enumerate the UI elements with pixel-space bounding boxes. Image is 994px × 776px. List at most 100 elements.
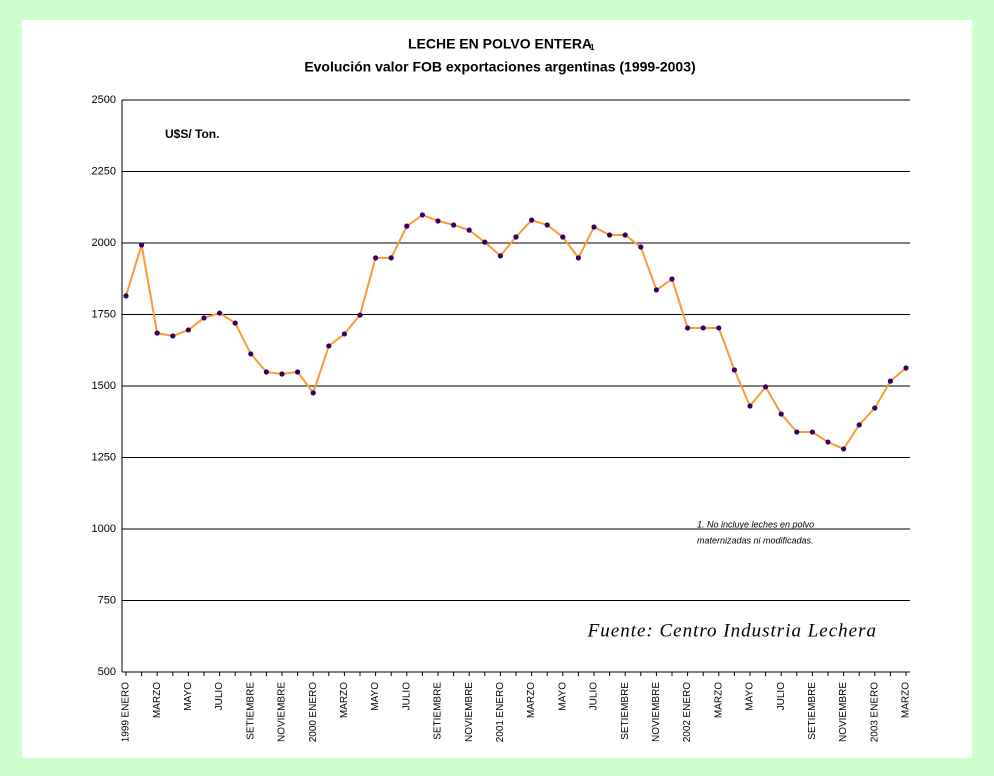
data-point bbox=[513, 234, 519, 240]
data-point bbox=[154, 330, 160, 336]
x-tick-label: ENERO bbox=[869, 682, 880, 718]
footnote: 1. No incluye leches en polvo bbox=[697, 519, 814, 529]
source: Fuente: Centro Industria Lechera bbox=[587, 620, 877, 641]
x-tick-label: MARZO bbox=[339, 682, 350, 718]
x-tick-label: ENERO bbox=[308, 682, 319, 718]
title-note: 1 bbox=[590, 43, 595, 52]
y-tick-label: 1250 bbox=[92, 451, 116, 463]
year-label: 2001 bbox=[495, 720, 506, 743]
x-tick-label: NOVIEMBRE bbox=[838, 682, 849, 742]
chart-panel bbox=[22, 20, 972, 758]
x-tick-label: MARZO bbox=[526, 682, 537, 718]
data-point bbox=[716, 325, 722, 331]
y-tick-label: 500 bbox=[98, 666, 116, 678]
data-point bbox=[747, 403, 753, 409]
y-tick-label: 750 bbox=[98, 594, 116, 606]
data-point bbox=[529, 217, 535, 223]
data-point bbox=[388, 255, 394, 261]
data-point bbox=[482, 239, 488, 245]
data-point bbox=[310, 390, 316, 396]
data-point bbox=[373, 255, 379, 261]
year-label: 2002 bbox=[682, 720, 693, 743]
data-point bbox=[731, 367, 738, 373]
data-point bbox=[341, 331, 347, 337]
data-point bbox=[809, 429, 816, 435]
data-point bbox=[419, 212, 425, 218]
year-label: 2003 bbox=[869, 720, 880, 743]
year-label: 2000 bbox=[308, 720, 319, 743]
data-point bbox=[763, 384, 769, 390]
x-tick-label: SETIEMBRE bbox=[245, 682, 256, 740]
x-tick-label: MAYO bbox=[370, 682, 381, 711]
data-point bbox=[544, 222, 550, 228]
data-point bbox=[560, 234, 566, 240]
data-point bbox=[217, 310, 223, 316]
y-tick-label: 1750 bbox=[92, 308, 116, 320]
data-point bbox=[295, 369, 301, 375]
data-point bbox=[903, 365, 909, 371]
data-point bbox=[591, 224, 597, 230]
data-point bbox=[794, 429, 800, 435]
x-tick-label: MARZO bbox=[152, 682, 163, 718]
unit-label: U$S/ Ton. bbox=[165, 127, 219, 141]
data-point bbox=[170, 333, 176, 339]
data-point bbox=[497, 253, 503, 259]
data-point bbox=[669, 276, 675, 282]
x-tick-label: JULIO bbox=[589, 682, 600, 711]
data-point bbox=[263, 369, 269, 375]
data-point bbox=[185, 327, 191, 333]
year-label: 1999 bbox=[121, 720, 132, 743]
x-tick-label: ENERO bbox=[495, 682, 506, 718]
x-tick-label: ENERO bbox=[682, 682, 693, 718]
x-tick-label: MARZO bbox=[713, 682, 724, 718]
data-point bbox=[887, 378, 894, 384]
data-point bbox=[232, 320, 238, 326]
data-point bbox=[357, 312, 363, 318]
x-tick-label: SETIEMBRE bbox=[433, 682, 444, 740]
x-tick-label: MAYO bbox=[183, 682, 194, 711]
x-tick-label: MAYO bbox=[745, 682, 756, 711]
data-point bbox=[778, 411, 784, 417]
data-point bbox=[685, 325, 691, 331]
data-point bbox=[326, 343, 332, 349]
y-tick-label: 2500 bbox=[92, 94, 116, 106]
data-point bbox=[575, 255, 582, 261]
x-tick-label: SETIEMBRE bbox=[620, 682, 631, 740]
data-point bbox=[638, 244, 644, 250]
chart-subtitle: Evolución valor FOB exportaciones argent… bbox=[304, 59, 695, 75]
x-tick-label: JULIO bbox=[214, 682, 225, 711]
x-tick-label: JULIO bbox=[776, 682, 787, 711]
data-point bbox=[872, 405, 878, 411]
data-point bbox=[622, 232, 628, 238]
footnote: maternizadas ni modificadas. bbox=[697, 535, 814, 545]
data-point bbox=[700, 325, 706, 331]
y-tick-label: 1500 bbox=[92, 380, 116, 392]
x-tick-label: NOVIEMBRE bbox=[651, 682, 662, 742]
data-point bbox=[404, 223, 410, 229]
data-point bbox=[653, 287, 660, 293]
y-tick-label: 2000 bbox=[92, 237, 116, 249]
chart-title: LECHE EN POLVO ENTERA bbox=[408, 36, 592, 52]
x-tick-label: NOVIEMBRE bbox=[277, 682, 288, 742]
data-point bbox=[825, 439, 831, 445]
data-point bbox=[123, 293, 129, 299]
x-tick-label: JULIO bbox=[401, 682, 412, 711]
x-tick-label: MARZO bbox=[901, 682, 912, 718]
y-tick-label: 2250 bbox=[92, 165, 116, 177]
data-point bbox=[139, 242, 145, 248]
data-point bbox=[248, 351, 254, 357]
data-point bbox=[451, 222, 457, 228]
x-tick-label: MAYO bbox=[557, 682, 568, 711]
data-point bbox=[856, 422, 862, 428]
data-point bbox=[279, 371, 285, 377]
data-point bbox=[435, 218, 441, 224]
y-tick-label: 1000 bbox=[92, 523, 116, 535]
data-point bbox=[466, 227, 472, 233]
data-point bbox=[841, 446, 847, 452]
x-tick-label: NOVIEMBRE bbox=[464, 682, 475, 742]
x-tick-label: ENERO bbox=[121, 682, 132, 718]
data-point bbox=[607, 232, 613, 238]
x-tick-label: SETIEMBRE bbox=[807, 682, 818, 740]
data-point bbox=[201, 315, 207, 321]
